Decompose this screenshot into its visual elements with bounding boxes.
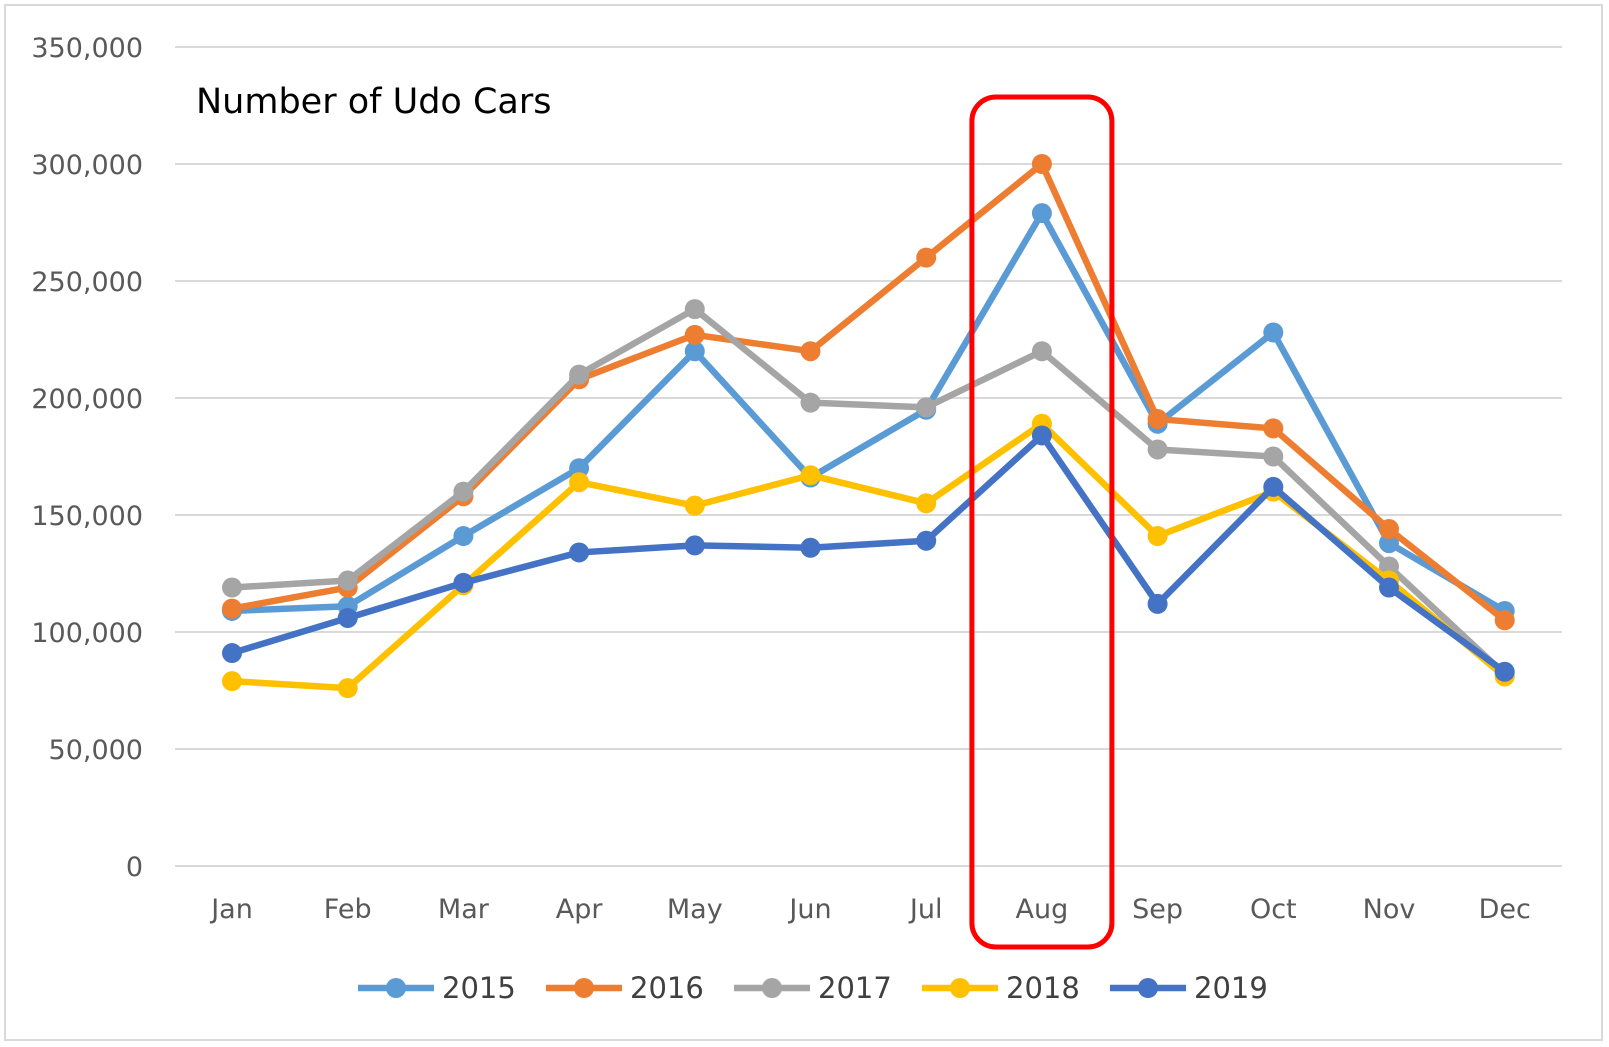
legend-item-2018: 2018 [922,971,1080,1005]
data-point [1263,418,1284,439]
x-tick-label: Nov [1363,894,1416,925]
data-point [1263,446,1284,467]
series-2015 [222,203,1515,621]
series-line [228,160,1508,624]
legend-label: 2019 [1194,971,1268,1005]
legend-label: 2015 [442,971,516,1005]
legend-label: 2018 [1006,971,1080,1005]
legend-item-2017: 2017 [734,971,892,1005]
x-tick-label: Feb [324,894,372,925]
data-point [569,458,590,479]
legend-label: 2017 [818,971,892,1005]
legend-swatch-marker [762,978,782,998]
data-point [916,397,937,418]
highlight-box-aug [969,94,1115,950]
y-axis-tick-labels: 0 50,000 100,000 150,000 200,000 250,000 300,0… [31,33,143,883]
series-line [228,432,1508,676]
series-line [228,305,1508,678]
data-point [1379,577,1399,598]
data-point [1494,610,1515,631]
data-point [1379,556,1399,577]
x-tick-label: Dec [1479,894,1531,925]
data-point [1379,533,1399,554]
gridlines [175,46,1562,867]
x-tick-label: Aug [1016,894,1069,925]
y-tick-label: 100,000 [31,618,143,649]
data-point [1031,154,1052,174]
data-point [1147,526,1168,547]
data-point [1379,519,1399,540]
y-tick-label: 150,000 [31,501,143,532]
data-point [684,324,705,345]
data-point [1147,409,1168,430]
data-point [453,572,474,593]
x-tick-label: Mar [438,894,490,925]
series-line [228,209,1508,615]
legend-swatch-marker [950,978,970,998]
legend-item-2015: 2015 [358,971,516,1005]
x-tick-label: May [667,894,723,925]
series-2017 [222,299,1515,685]
data-point [1147,593,1168,614]
y-tick-label: 200,000 [31,384,143,415]
y-tick-label: 0 [126,852,143,883]
data-point [916,530,937,551]
data-point [569,364,590,385]
data-point [569,542,590,563]
data-point [800,341,821,362]
legend: 2015 2016 2017 2018 2019 [358,971,1268,1005]
data-point [222,671,242,692]
data-point [1031,203,1052,224]
data-point [800,392,821,413]
legend-swatch-marker [574,978,594,998]
data-point [453,526,474,547]
x-tick-label: Oct [1250,894,1297,925]
x-tick-label: Apr [556,894,604,925]
data-point [800,465,821,486]
data-point [337,678,358,699]
data-point [684,535,705,556]
series-2018 [222,413,1515,699]
chart-area [4,4,1603,1041]
data-point [222,577,242,598]
y-tick-label: 350,000 [31,33,143,64]
x-tick-label: Sep [1132,894,1183,925]
data-point [569,472,590,493]
data-point [1263,476,1284,497]
x-tick-label: Jun [787,894,831,925]
y-tick-label: 300,000 [31,150,143,181]
data-point [1031,425,1052,446]
chart-title: Number of Udo Cars [196,82,551,122]
data-point [684,495,705,516]
data-point [800,537,821,558]
data-point [337,570,358,591]
data-point [684,341,705,362]
y-tick-label: 50,000 [49,735,143,766]
legend-item-2019: 2019 [1110,971,1268,1005]
data-point [337,607,358,628]
x-axis-tick-labels: Jan Feb Mar Apr May Jun Jul Aug Sep Oct Nov Dec [209,894,1531,925]
series-lines [222,154,1515,699]
data-point [222,643,242,664]
data-point [1494,661,1515,682]
legend-swatch-marker [1138,978,1158,998]
legend-label: 2016 [630,971,704,1005]
series-2019 [222,425,1515,682]
data-point [684,299,705,320]
data-point [1263,322,1284,343]
data-point [1147,439,1168,460]
data-point [916,493,937,514]
data-point [453,481,474,502]
x-tick-label: Jan [209,894,253,925]
data-point [1031,341,1052,362]
legend-swatch-marker [386,978,406,998]
legend-item-2016: 2016 [546,971,704,1005]
data-point [916,247,937,268]
x-tick-label: Jul [908,894,943,925]
series-2016 [222,154,1515,631]
data-point [222,598,242,619]
y-tick-label: 250,000 [31,267,143,298]
